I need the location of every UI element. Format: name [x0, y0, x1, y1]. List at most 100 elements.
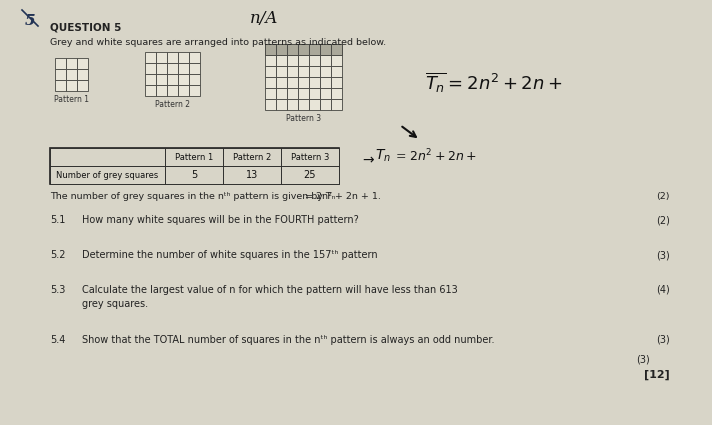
Text: $T_n$: $T_n$	[375, 148, 391, 164]
Bar	[77, 80, 88, 91]
Bar	[287, 99, 298, 110]
Bar	[320, 77, 331, 88]
Text: 5.4: 5.4	[50, 335, 66, 345]
Bar	[276, 44, 287, 55]
Bar	[145, 63, 156, 74]
Bar	[66, 58, 77, 69]
Bar	[178, 74, 189, 85]
Bar	[276, 77, 287, 88]
Bar	[309, 44, 320, 55]
Bar	[223, 148, 281, 166]
Bar	[145, 74, 156, 85]
Bar	[223, 166, 281, 184]
Bar	[331, 44, 342, 55]
Bar	[265, 66, 276, 77]
Text: QUESTION 5: QUESTION 5	[50, 22, 121, 32]
Text: (2): (2)	[656, 192, 670, 201]
Text: (3): (3)	[637, 355, 650, 365]
Bar	[55, 58, 66, 69]
Bar	[331, 88, 342, 99]
Bar	[145, 85, 156, 96]
Bar	[276, 55, 287, 66]
Bar	[331, 55, 342, 66]
Bar	[309, 77, 320, 88]
Bar	[77, 58, 88, 69]
Bar	[331, 66, 342, 77]
Bar	[50, 166, 165, 184]
Bar	[320, 55, 331, 66]
Bar	[287, 55, 298, 66]
Bar	[156, 74, 167, 85]
Bar	[66, 69, 77, 80]
Text: $\rightarrow$: $\rightarrow$	[360, 152, 376, 166]
Text: 5: 5	[191, 170, 197, 180]
Bar	[287, 44, 298, 55]
Text: = $2n^2 + 2n +$: = $2n^2 + 2n +$	[395, 148, 477, 164]
Text: Number of grey squares: Number of grey squares	[56, 170, 159, 179]
Text: 13: 13	[246, 170, 258, 180]
Bar	[145, 52, 156, 63]
Text: (2): (2)	[656, 215, 670, 225]
Bar	[331, 44, 342, 55]
Bar	[298, 77, 309, 88]
Text: (4): (4)	[656, 285, 670, 295]
Bar	[189, 52, 200, 63]
Bar	[320, 66, 331, 77]
Bar	[156, 85, 167, 96]
Bar	[276, 99, 287, 110]
Text: Pattern 1: Pattern 1	[175, 153, 213, 162]
Bar	[276, 44, 287, 55]
Text: Pattern 3: Pattern 3	[290, 153, 329, 162]
Bar	[167, 85, 178, 96]
Bar	[298, 99, 309, 110]
Text: Show that the TOTAL number of squares in the nᵗʰ pattern is always an odd number: Show that the TOTAL number of squares in…	[82, 335, 495, 345]
Bar	[309, 55, 320, 66]
Bar	[265, 44, 276, 55]
Bar	[298, 88, 309, 99]
Bar	[287, 66, 298, 77]
Bar	[66, 80, 77, 91]
Text: Pattern 1: Pattern 1	[54, 95, 89, 104]
Text: (3): (3)	[656, 250, 670, 260]
Text: (3): (3)	[656, 335, 670, 345]
Bar	[276, 66, 287, 77]
Bar	[265, 44, 276, 55]
Bar	[189, 85, 200, 96]
Bar	[156, 63, 167, 74]
Text: 5.2: 5.2	[50, 250, 66, 260]
Text: Pattern 2: Pattern 2	[233, 153, 271, 162]
Text: n/A: n/A	[250, 10, 278, 27]
Text: 5.1: 5.1	[50, 215, 66, 225]
Bar	[298, 44, 309, 55]
Bar	[50, 148, 165, 166]
Bar	[298, 55, 309, 66]
Bar	[281, 148, 339, 166]
Bar	[165, 148, 223, 166]
Text: The number of grey squares in the nᵗʰ pattern is given by Tₙ: The number of grey squares in the nᵗʰ pa…	[50, 192, 335, 201]
Text: Calculate the largest value of n for which the pattern will have less than 613: Calculate the largest value of n for whi…	[82, 285, 458, 295]
Bar	[320, 99, 331, 110]
Bar	[320, 44, 331, 55]
Bar	[165, 166, 223, 184]
Bar	[281, 166, 339, 184]
Text: $\overline{T_n} = 2n^2 + 2n +$: $\overline{T_n} = 2n^2 + 2n +$	[425, 70, 562, 94]
Bar	[298, 44, 309, 55]
Bar	[265, 55, 276, 66]
Bar	[178, 52, 189, 63]
Bar	[287, 44, 298, 55]
Bar	[265, 88, 276, 99]
Bar	[167, 63, 178, 74]
Text: grey squares.: grey squares.	[82, 299, 148, 309]
Bar	[287, 77, 298, 88]
Text: 5: 5	[25, 14, 36, 28]
Bar	[309, 44, 320, 55]
Text: Pattern 2: Pattern 2	[155, 100, 190, 109]
Text: [12]: [12]	[644, 370, 670, 380]
Bar	[265, 77, 276, 88]
Bar	[55, 69, 66, 80]
Bar	[331, 77, 342, 88]
Bar	[287, 88, 298, 99]
Text: Determine the number of white squares in the 157ᵗʰ pattern: Determine the number of white squares in…	[82, 250, 377, 260]
Bar	[77, 69, 88, 80]
Bar	[50, 148, 339, 184]
